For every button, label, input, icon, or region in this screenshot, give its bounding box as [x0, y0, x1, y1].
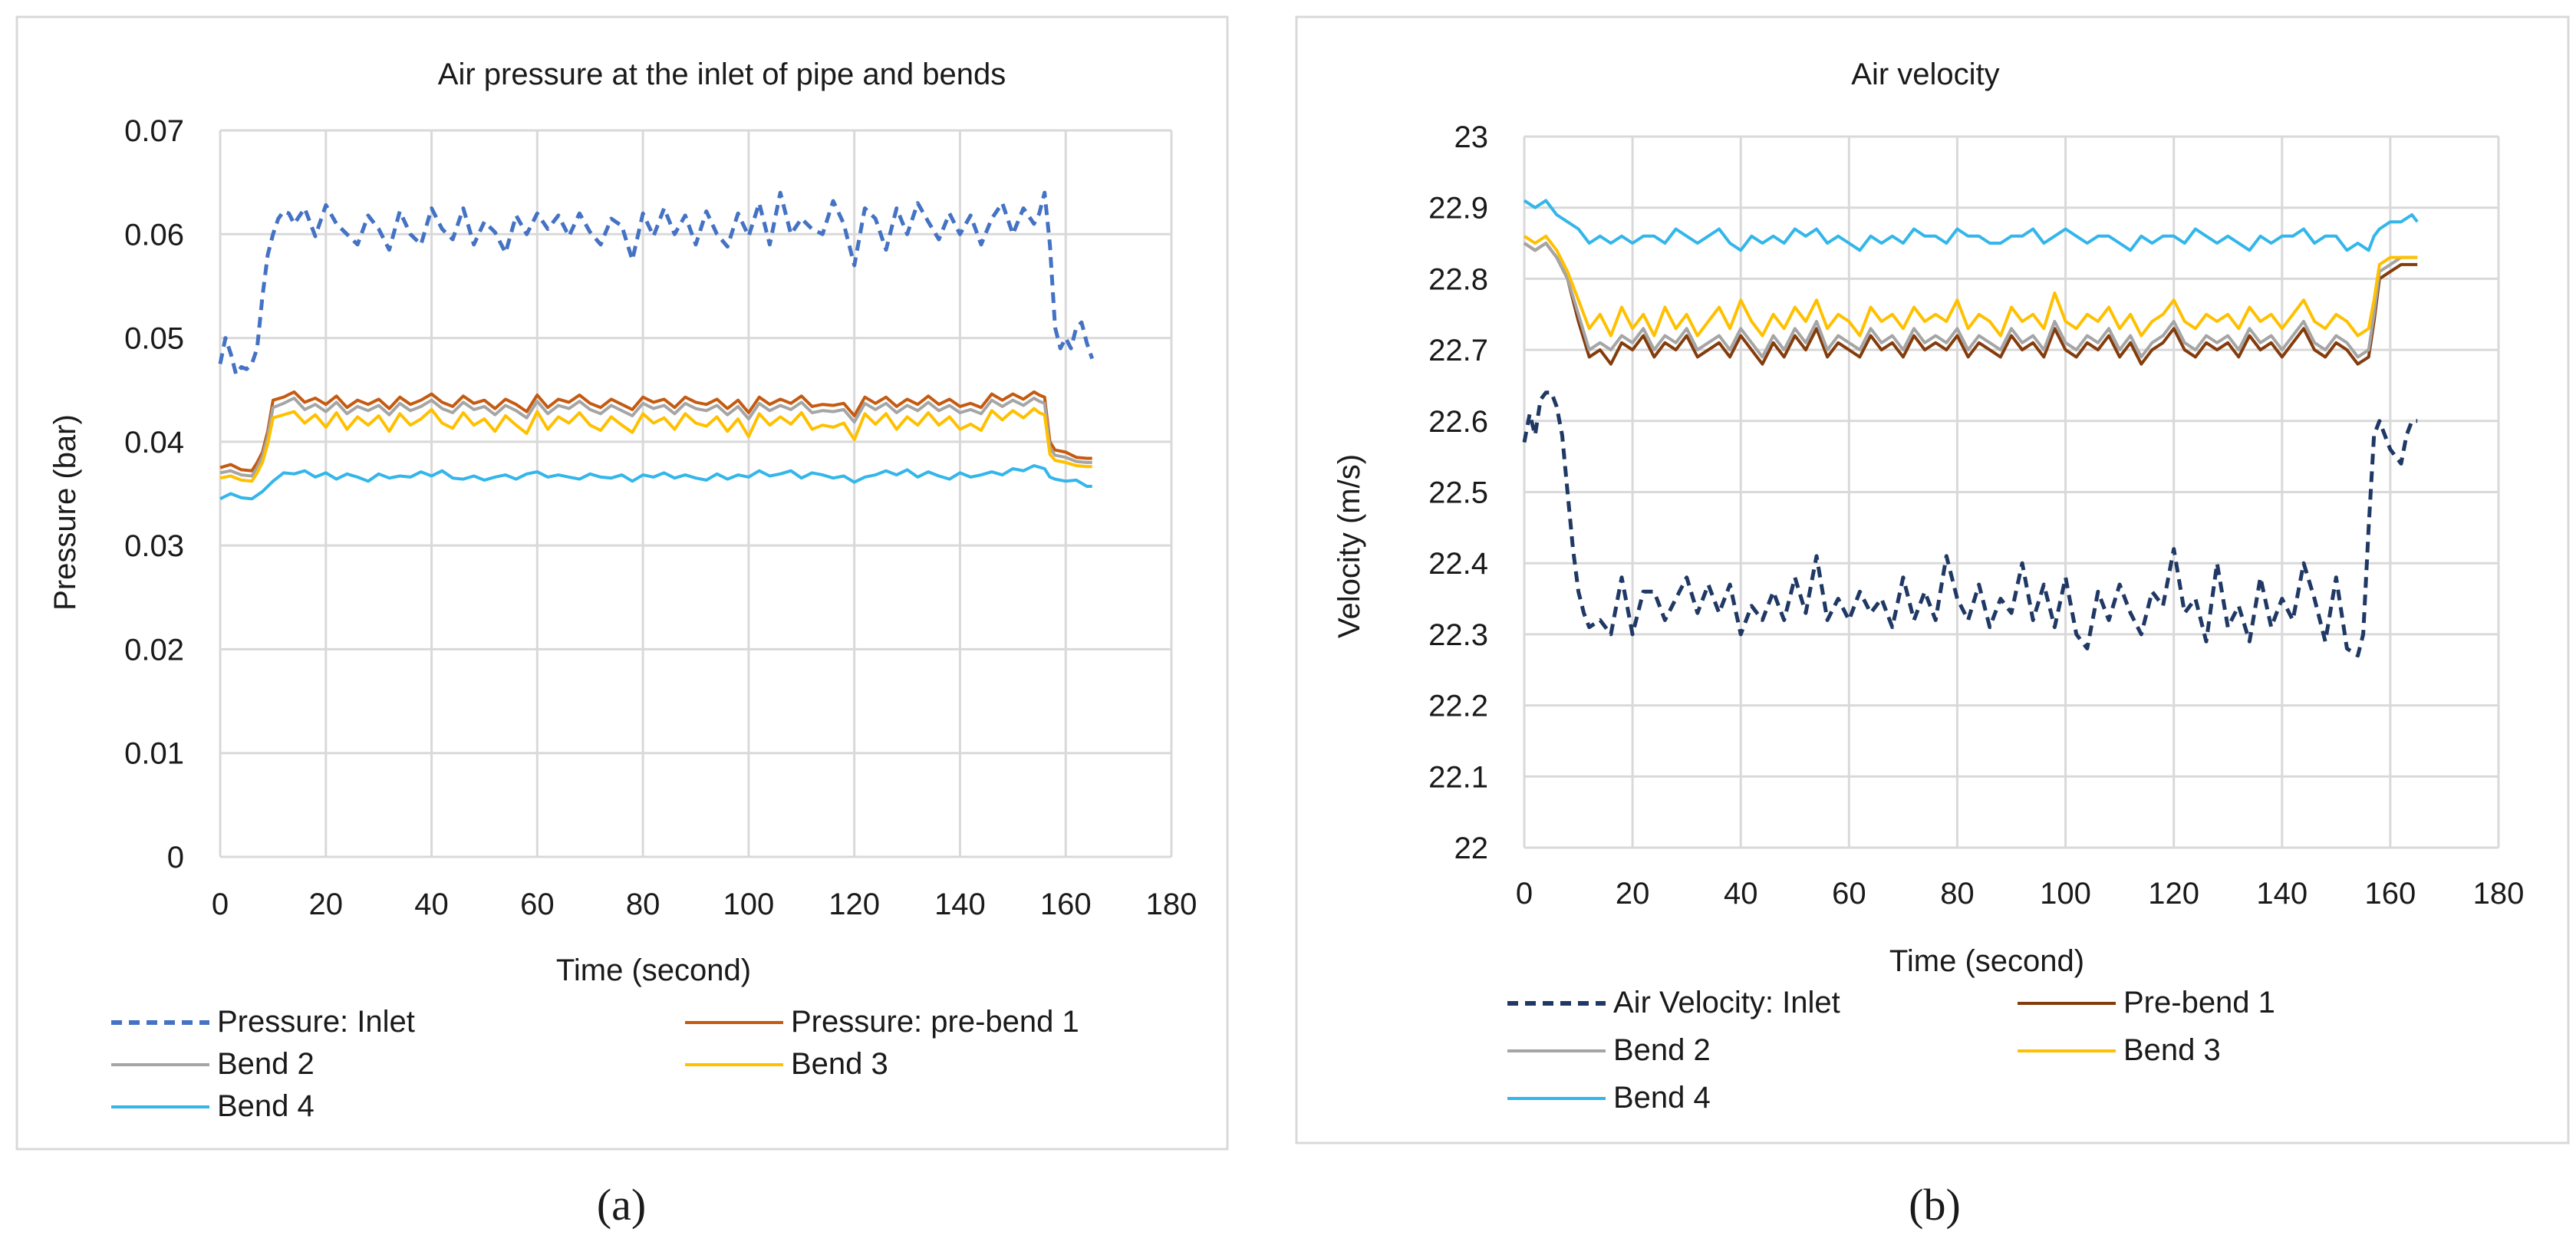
pressure-chart: Air pressure at the inlet of pipe and be…: [15, 15, 1229, 1151]
panel-label-b: (b): [1909, 1180, 1961, 1230]
series-line-0: [1522, 390, 2418, 658]
y-tick-label: 22: [1454, 832, 1489, 865]
legend: Pressure: Inlet Pressure: pre-bend 1 Bend …: [111, 1005, 1079, 1123]
y-tick-label: 23: [1454, 120, 1489, 154]
panel-label-a: (a): [597, 1180, 646, 1230]
velocity-chart: Air velocity 0 20 40 60 80 100 120 140 160 180 22…: [1295, 15, 2570, 1145]
y-tick-label: 22.9: [1428, 192, 1488, 226]
x-tick-labels: 0 20 40 60 80 100 120 140 160 180: [212, 888, 1197, 921]
legend-label: Bend 3: [791, 1047, 888, 1081]
x-tick-label: 120: [2148, 877, 2199, 911]
y-tick-label: 22.8: [1428, 262, 1488, 296]
y-tick-label: 22.3: [1428, 618, 1488, 652]
series-line-2: [1523, 242, 2418, 359]
series-line-0: [218, 190, 1095, 377]
x-tick-label: 160: [2365, 877, 2416, 911]
x-tick-label: 0: [1516, 877, 1533, 911]
x-tick-label: 100: [723, 888, 775, 921]
chart-title: Air velocity: [1851, 58, 1999, 91]
legend-label: Air Velocity: Inlet: [1613, 986, 1840, 1019]
chart-frame: [1295, 15, 2570, 1145]
y-tick-label: 0: [167, 841, 184, 874]
series-line-3: [1523, 234, 2418, 338]
y-axis-label: Velocity (m/s): [1332, 454, 1366, 638]
series-line-2: [219, 397, 1092, 478]
grid: [1523, 135, 2500, 849]
legend-label: Pre-bend 1: [2123, 986, 2275, 1019]
y-tick-label: 22.4: [1428, 547, 1488, 581]
series-line-1: [219, 390, 1092, 473]
x-axis-label: Time (second): [1889, 944, 2084, 978]
y-tick-label: 22.1: [1428, 760, 1488, 794]
y-tick-label: 22.7: [1428, 334, 1488, 367]
legend: Air Velocity: Inlet Pre-bend 1 Bend 2 Bend …: [1507, 986, 2275, 1115]
series-group: [218, 190, 1095, 501]
series-group: [1522, 199, 2419, 658]
y-tick-label: 22.5: [1428, 476, 1488, 510]
legend-label: Bend 4: [217, 1089, 315, 1123]
x-tick-label: 80: [626, 888, 660, 921]
y-tick-label: 0.03: [124, 529, 184, 563]
x-tick-label: 100: [2040, 877, 2091, 911]
x-tick-label: 140: [2256, 877, 2308, 911]
y-tick-label: 0.04: [124, 426, 184, 459]
legend-label: Bend 4: [1613, 1081, 1711, 1115]
y-tick-label: 22.2: [1428, 690, 1488, 723]
grid: [219, 129, 1173, 858]
y-tick-label: 0.01: [124, 737, 184, 771]
x-axis-label: Time (second): [556, 954, 751, 987]
x-tick-label: 40: [1724, 877, 1758, 911]
x-tick-label: 60: [520, 888, 555, 921]
x-tick-label: 180: [2473, 877, 2525, 911]
y-tick-labels: 0 0.01 0.02 0.03 0.04 0.05 0.06 0.07: [124, 114, 184, 874]
x-tick-label: 160: [1040, 888, 1092, 921]
legend-label: Bend 2: [217, 1047, 315, 1081]
x-tick-label: 120: [828, 888, 880, 921]
legend-label: Bend 2: [1613, 1033, 1711, 1067]
series-line-3: [219, 407, 1092, 483]
y-tick-label: 22.6: [1428, 405, 1488, 439]
legend-label: Pressure: Inlet: [217, 1005, 415, 1039]
chart-frame: [15, 15, 1229, 1151]
series-line-1: [1523, 242, 2418, 366]
y-tick-labels: 22 22.1 22.2 22.3 22.4 22.5 22.6 22.7 22.8 22.9 23: [1428, 120, 1488, 865]
chart-title: Air pressure at the inlet of pipe and be…: [438, 58, 1006, 91]
x-tick-label: 180: [1146, 888, 1197, 921]
y-tick-label: 0.05: [124, 322, 184, 356]
x-tick-label: 80: [1940, 877, 1975, 911]
x-tick-label: 60: [1832, 877, 1866, 911]
x-tick-label: 20: [1616, 877, 1650, 911]
x-tick-label: 20: [309, 888, 344, 921]
legend-label: Pressure: pre-bend 1: [791, 1005, 1079, 1039]
x-tick-label: 0: [212, 888, 229, 921]
x-tick-labels: 0 20 40 60 80 100 120 140 160 180: [1516, 877, 2525, 911]
series-line-4: [1523, 199, 2419, 252]
y-axis-label: Pressure (bar): [48, 414, 82, 611]
x-tick-label: 140: [934, 888, 986, 921]
legend-label: Bend 3: [2123, 1033, 2221, 1067]
y-tick-label: 0.02: [124, 633, 184, 667]
x-tick-label: 40: [414, 888, 449, 921]
y-tick-label: 0.06: [124, 218, 184, 252]
y-tick-label: 0.07: [124, 114, 184, 148]
series-line-4: [219, 464, 1092, 501]
